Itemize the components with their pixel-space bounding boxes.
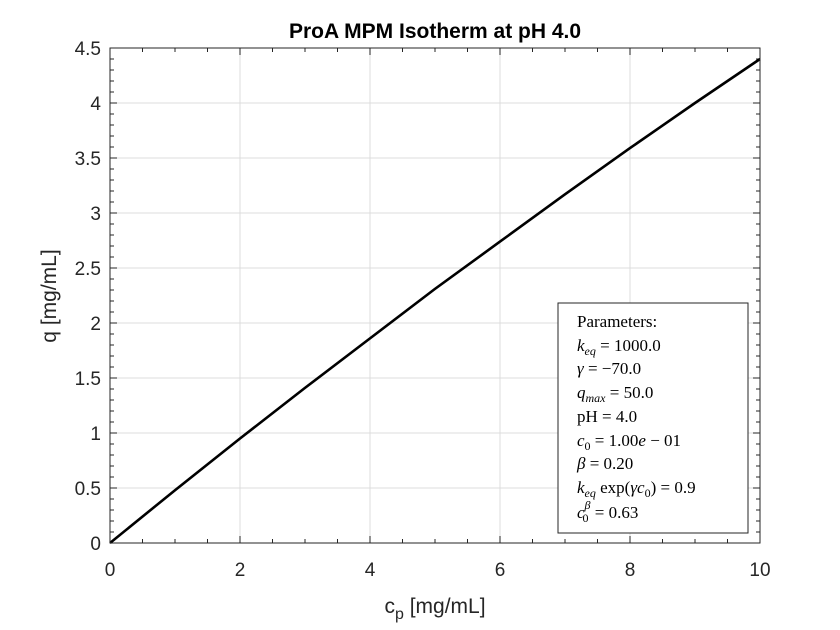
chart-title: ProA MPM Isotherm at pH 4.0 <box>289 20 581 43</box>
y-axis-label: q [mg/mL] <box>38 249 61 342</box>
y-tick-label: 0 <box>90 534 101 555</box>
x-tick-label: 0 <box>105 560 116 581</box>
plot-area-frame <box>109 47 761 544</box>
param-keq: keq = 1000.0 <box>577 336 661 358</box>
param-keq-exp: keq exp(γc0) = 0.9 <box>577 478 696 500</box>
y-tick-label: 4.5 <box>75 39 101 60</box>
param-ph: pH = 4.0 <box>577 407 637 426</box>
series <box>109 57 761 545</box>
x-axis-label-sub: p <box>395 606 404 623</box>
param-qmax: qmax = 50.0 <box>577 383 653 405</box>
param-gamma: γ = −70.0 <box>577 359 641 378</box>
x-axis-label-base: c <box>384 595 395 618</box>
param-beta: β = 0.20 <box>576 454 633 473</box>
x-tick-label: 8 <box>625 560 636 581</box>
x-tick-label: 2 <box>235 560 246 581</box>
x-tick-label: 4 <box>365 560 376 581</box>
y-tick-labels: 0 0.5 1 1.5 2 2.5 3 3.5 4 4.5 <box>75 39 102 555</box>
y-tick-label: 2.5 <box>75 259 101 280</box>
y-tick-label: 1 <box>90 424 101 445</box>
x-axis-label: cp [mg/mL] <box>384 595 485 623</box>
parameters-box: Parameters: keq = 1000.0 γ = −70.0 qmax … <box>557 302 749 534</box>
y-tick-label: 2 <box>90 314 101 335</box>
isotherm-series-line <box>109 57 761 545</box>
y-tick-label: 3.5 <box>75 149 101 170</box>
x-tick-label: 6 <box>495 560 506 581</box>
x-axis-label-unit: [mg/mL] <box>404 595 486 618</box>
y-tick-label: 4 <box>90 94 101 115</box>
y-tick-label: 1.5 <box>75 369 101 390</box>
x-tick-labels: 0 2 4 6 8 10 <box>105 560 771 581</box>
x-tick-label: 10 <box>749 560 770 581</box>
param-header: Parameters: <box>577 312 657 331</box>
param-c0-beta: cβ 0 = 0.63 <box>577 498 638 525</box>
minor-ticks <box>109 47 761 544</box>
y-tick-label: 0.5 <box>75 479 101 500</box>
param-c0: c0 = 1.00e − 01 <box>577 431 681 453</box>
y-tick-label: 3 <box>90 204 101 225</box>
